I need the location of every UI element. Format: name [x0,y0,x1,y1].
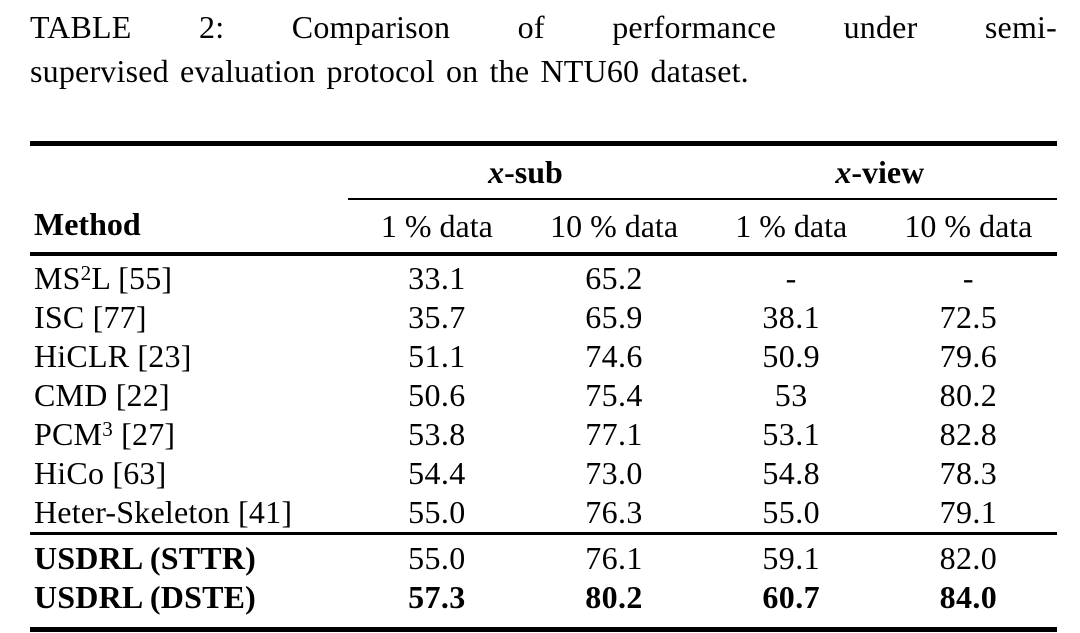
method-cell: PCM3 [27] [30,415,348,454]
value-cell: 57.3 [408,579,466,615]
value-cell: 33.1 [408,260,466,296]
method-cell: CMD [22] [30,376,348,415]
value-cell: 50.9 [762,338,820,374]
value-cell: 53 [774,377,808,413]
method-superscript: 3 [102,417,113,442]
value-cell: 72.5 [939,299,998,335]
value-cell: 54.4 [408,455,466,491]
value-cell: 84.0 [939,579,998,615]
value-cell: 53.8 [408,416,466,452]
method-name: HiCo [63] [34,455,167,491]
method-cell: USDRL (DSTE) [30,578,348,630]
value-cell: 55.0 [408,540,466,576]
method-cell: HiCLR [23] [30,337,348,376]
method-name: HiCLR [23] [34,338,192,374]
method-cell: Heter-Skeleton [41] [30,493,349,535]
value-cell: 76.3 [525,493,703,535]
table-row: PCM3 [27] 53.8 77.1 53.1 82.8 [30,415,1057,454]
caption-line-1: TABLE 2: Comparison of performance under… [30,9,1057,45]
method-superscript: 2 [80,261,92,286]
value-cell: 77.1 [585,416,643,452]
value-cell: 80.2 [939,377,998,413]
value-cell: 50.6 [408,377,466,413]
method-cell: HiCo [63] [30,454,348,493]
value-cell: 76.1 [585,540,643,576]
value-cell: 75.4 [585,377,643,413]
method-column-header: Method [30,143,349,256]
value-cell: 79.1 [879,493,1057,535]
value-cell: 55.0 [702,493,880,535]
group-header-row: Method x-sub x-view [30,143,1057,256]
results-table: Method x-sub x-view 1 % data 10 % data 1… [30,141,1057,632]
value-cell: 54.8 [762,455,820,491]
value-cell: 51.1 [408,338,466,374]
method-name: USDRL (STTR) [34,540,257,576]
method-name-rest: L [55] [91,260,173,296]
value-cell: 59.1 [762,540,820,576]
table-row: MS2L [55] 33.1 65.2 - - [30,254,1057,298]
value-cell: 55.0 [348,493,526,535]
table-row: HiCLR [23] 51.1 74.6 50.9 79.6 [30,337,1057,376]
value-cell: 82.0 [939,540,998,576]
method-name: USDRL (DSTE) [34,579,257,615]
value-cell: - [962,260,974,296]
value-cell: 60.7 [762,579,820,615]
table-row: ISC [77] 35.7 65.9 38.1 72.5 [30,298,1057,337]
value-cell: 65.2 [585,260,643,296]
method-name: Heter-Skeleton [41] [34,494,293,530]
value-cell: 79.6 [939,338,998,374]
method-name: ISC [77] [34,299,147,335]
value-cell: 65.9 [585,299,643,335]
value-cell: 78.3 [939,455,998,491]
method-cell: ISC [77] [30,298,348,337]
value-cell: - [785,260,797,296]
group-header-xsub: x-sub [348,143,703,200]
value-cell: 74.6 [585,338,643,374]
table-row: Heter-Skeleton [41] 55.0 76.3 55.0 79.1 [30,493,1057,535]
subheader-xsub-10pct: 10 % data [525,199,703,256]
group-label-xview: x-view [835,153,925,190]
value-cell: 38.1 [762,299,820,335]
method-name: CMD [22] [34,377,170,413]
method-name: PCM [34,416,103,452]
subheader-xview-1pct: 1 % data [702,199,880,256]
table-body: MS2L [55] 33.1 65.2 - - ISC [77] 35.7 65… [30,254,1057,630]
method-cell: MS2L [55] [30,254,348,298]
method-name-rest: [27] [112,416,176,452]
subheader-xsub-1pct: 1 % data [348,199,526,256]
table-header: Method x-sub x-view 1 % data 10 % data 1… [30,143,1057,256]
value-cell: 80.2 [585,579,643,615]
table-row: HiCo [63] 54.4 73.0 54.8 78.3 [30,454,1057,493]
table-row: CMD [22] 50.6 75.4 53 80.2 [30,376,1057,415]
group-header-xview: x-view [702,143,1057,200]
value-cell: 35.7 [408,299,466,335]
table-row-usdrl-sttr: USDRL (STTR) 55.0 76.1 59.1 82.0 [30,534,1057,579]
value-cell: 53.1 [762,416,820,452]
table-row-usdrl-dste: USDRL (DSTE) 57.3 80.2 60.7 84.0 [30,578,1057,630]
value-cell: 82.8 [939,416,998,452]
table-caption: TABLE 2: Comparison of performance under… [30,5,1057,93]
method-name: MS [34,260,81,296]
caption-line-2: supervised evaluation protocol on the NT… [30,53,749,89]
group-label-xsub: x-sub [488,153,563,190]
subheader-row: 1 % data 10 % data 1 % data 10 % data [30,199,1057,256]
method-cell: USDRL (STTR) [30,534,348,579]
value-cell: 73.0 [585,455,643,491]
subheader-xview-10pct: 10 % data [879,199,1057,256]
